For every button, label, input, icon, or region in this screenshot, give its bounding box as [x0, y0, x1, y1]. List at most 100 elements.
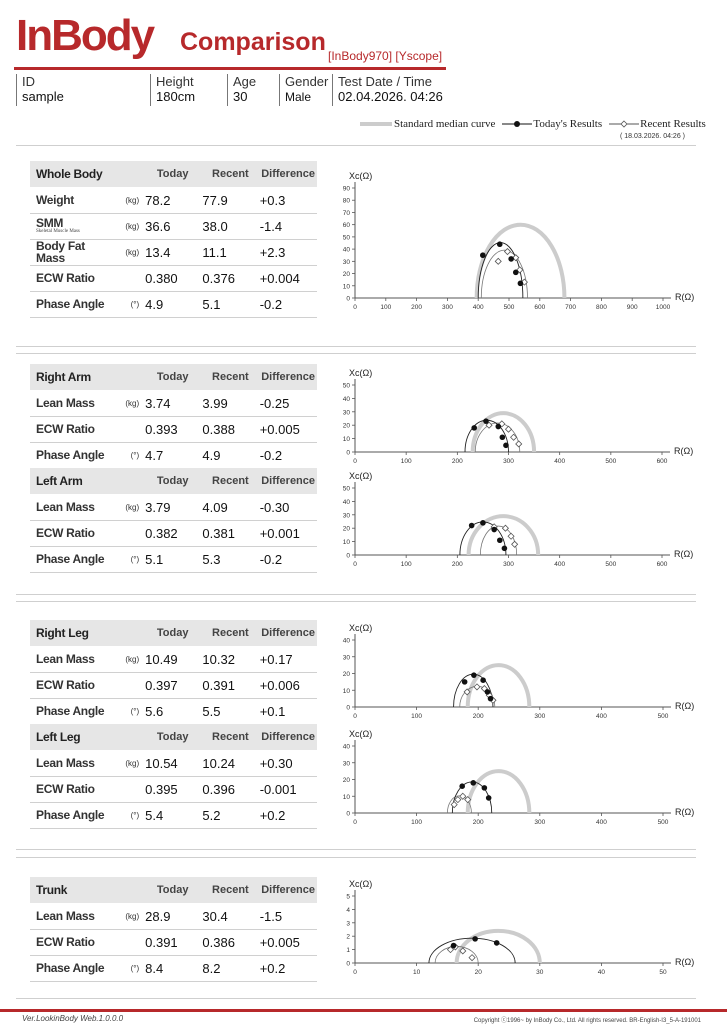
today-point — [496, 241, 503, 248]
row-unit: (kg) — [125, 398, 140, 408]
recent-point — [459, 947, 467, 955]
height-label: Height — [156, 74, 194, 89]
today-value: 10.49 — [145, 651, 178, 667]
y-tick-label: 50 — [343, 383, 351, 390]
today-point — [468, 522, 475, 529]
x-tick-label: 100 — [380, 304, 391, 311]
today-point — [471, 672, 477, 678]
right-leg-table-row: ECW Ratio 0.397 0.391 +0.006 — [30, 672, 317, 699]
today-point — [487, 695, 494, 702]
today-value: 0.380 — [145, 270, 178, 286]
difference-value: -0.30 — [259, 499, 290, 515]
y-tick-label: 10 — [343, 436, 351, 443]
y-tick-label: 40 — [343, 638, 351, 645]
x-tick-label: 500 — [658, 819, 669, 826]
y-axis-label: Xc(Ω) — [349, 171, 372, 181]
recent-date-label: ( 18.03.2026. 04:26 ) — [620, 133, 685, 140]
y-tick-label: 20 — [343, 423, 351, 430]
today-point — [480, 520, 486, 526]
left-leg-chart: 0 10 20 30 40 0 100 200 300 400 500 Xc(Ω) R(Ω) — [335, 726, 694, 831]
x-tick-label: 300 — [503, 561, 514, 568]
recent-value: 0.381 — [202, 525, 235, 541]
today-value: 0.382 — [145, 525, 178, 541]
legend-today: Today's Results — [501, 118, 602, 130]
today-value: 4.7 — [145, 447, 164, 463]
today-point — [493, 940, 500, 946]
left-arm-table-row: ECW Ratio 0.382 0.381 +0.001 — [30, 520, 317, 547]
y-tick-label: 20 — [343, 777, 351, 784]
x-tick-label: 100 — [411, 713, 422, 720]
y-tick-label: 30 — [343, 409, 351, 416]
row-label: Body Fat Mass — [36, 239, 85, 265]
today-value: 0.391 — [145, 934, 178, 950]
difference-value: +0.005 — [259, 421, 300, 437]
standard-median-curve — [465, 663, 532, 708]
x-tick-label: 300 — [442, 304, 453, 311]
difference-value: -0.2 — [259, 296, 283, 312]
col-today-header: Today — [156, 475, 189, 487]
x-tick-label: 800 — [596, 304, 607, 311]
y-tick-label: 50 — [343, 486, 351, 493]
row-label: Phase Angle — [36, 448, 105, 462]
y-tick-label: 80 — [343, 198, 351, 205]
row-label: Phase Angle — [36, 297, 105, 311]
recent-point — [459, 792, 467, 800]
difference-value: +0.001 — [259, 525, 300, 541]
row-unit: (°) — [130, 810, 140, 820]
x-tick-label: 200 — [452, 561, 463, 568]
recent-value: 5.3 — [202, 551, 221, 567]
x-tick-label: 300 — [534, 819, 545, 826]
x-axis-label: R(Ω) — [675, 957, 694, 967]
today-point — [484, 689, 491, 695]
id-label: ID — [22, 74, 35, 89]
y-axis-label: Xc(Ω) — [349, 471, 372, 481]
right-arm-table-header: Right Arm Today Recent Difference — [30, 364, 317, 390]
y-tick-label: 10 — [343, 283, 351, 290]
col-today-header: Today — [156, 731, 189, 743]
today-value: 5.4 — [145, 807, 164, 823]
x-tick-label: 600 — [534, 304, 545, 311]
col-difference-header: Difference — [261, 475, 316, 487]
today-point — [450, 942, 457, 949]
id-field: ID sample — [16, 74, 64, 106]
today-value: 0.395 — [145, 781, 178, 797]
y-tick-label: 3 — [346, 920, 350, 927]
section-divider — [16, 594, 696, 595]
y-tick-label: 70 — [343, 210, 351, 217]
difference-value: -0.001 — [259, 781, 297, 797]
y-tick-label: 0 — [346, 296, 350, 303]
today-value: 5.6 — [145, 703, 164, 719]
difference-value: +0.2 — [259, 807, 286, 823]
row-unit: (kg) — [125, 502, 140, 512]
version-label: Ver.LookinBody Web.1.0.0.0 — [22, 1014, 124, 1023]
x-tick-label: 0 — [353, 304, 357, 311]
row-unit: (kg) — [125, 247, 140, 257]
row-label: Phase Angle — [36, 961, 105, 975]
y-tick-label: 40 — [343, 247, 351, 254]
recent-point — [510, 433, 518, 441]
whole-body-table-row: Phase Angle (°) 4.9 5.1 -0.2 — [30, 291, 317, 318]
section-divider — [16, 857, 696, 858]
recent-value: 3.99 — [202, 395, 228, 411]
x-tick-label: 300 — [534, 713, 545, 720]
x-tick-label: 900 — [627, 304, 638, 311]
left-leg-table-row: Phase Angle (°) 5.4 5.2 +0.2 — [30, 802, 317, 829]
left-leg-table-row: Lean Mass (kg) 10.54 10.24 +0.30 — [30, 750, 317, 777]
col-recent-header: Recent — [212, 475, 249, 487]
difference-value: +0.1 — [259, 703, 286, 719]
today-point — [480, 677, 486, 683]
recent-swatch — [609, 120, 640, 128]
x-axis-label: R(Ω) — [674, 549, 693, 559]
y-tick-label: 20 — [343, 271, 351, 278]
today-point — [495, 423, 502, 430]
left-arm-table-row: Lean Mass (kg) 3.79 4.09 -0.30 — [30, 494, 317, 521]
today-value: 36.6 — [145, 218, 171, 234]
standard-median-curve — [454, 928, 542, 964]
y-tick-label: 4 — [346, 907, 350, 914]
row-label: ECW Ratio — [36, 526, 95, 540]
today-point — [485, 795, 492, 801]
difference-value: +0.17 — [259, 651, 293, 667]
recent-point — [507, 532, 515, 540]
row-label: ECW Ratio — [36, 782, 95, 796]
today-point — [480, 252, 486, 259]
